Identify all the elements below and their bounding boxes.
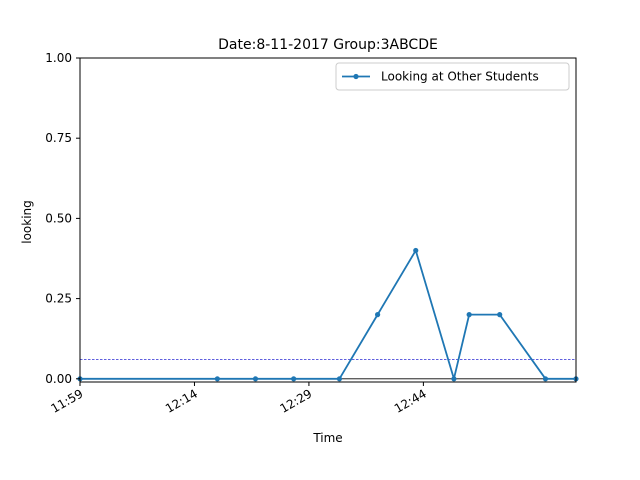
y-tick-label: 0.75 [45, 131, 72, 145]
y-tick-label: 0.00 [45, 372, 72, 386]
data-point [413, 247, 419, 254]
y-tick-label: 0.50 [45, 211, 72, 225]
y-tick-label: 1.00 [45, 51, 72, 65]
series-line [80, 249, 576, 380]
y-tick-label: 0.25 [45, 292, 72, 306]
legend-entry: Looking at Other Students [381, 70, 539, 84]
legend: Looking at Other Students [335, 62, 570, 91]
legend-marker [353, 73, 359, 80]
data-point [375, 312, 381, 318]
y-axis: 0.00 0.25 0.50 0.75 1.00 [45, 51, 80, 386]
x-tick-label: 11:59 [49, 386, 86, 415]
data-point [542, 376, 549, 382]
data-point [291, 376, 297, 382]
plot-frame [79, 57, 577, 383]
x-tick-label: 12:14 [163, 386, 200, 415]
x-axis-label: Time [312, 431, 342, 445]
data-point [497, 312, 503, 318]
data-point [252, 376, 259, 382]
chart-title: Date:8-11-2017 Group:3ABCDE [218, 37, 438, 53]
x-axis: 11:59 12:14 12:29 12:44 [49, 382, 429, 416]
plot-area [77, 57, 579, 383]
data-point [451, 376, 457, 382]
data-point [336, 376, 343, 382]
legend-box [335, 62, 570, 91]
data-point [466, 312, 472, 318]
y-axis-label: looking [20, 200, 34, 244]
x-tick-label: 12:44 [392, 386, 429, 415]
data-point [214, 376, 220, 382]
x-tick-label: 12:29 [277, 386, 314, 415]
